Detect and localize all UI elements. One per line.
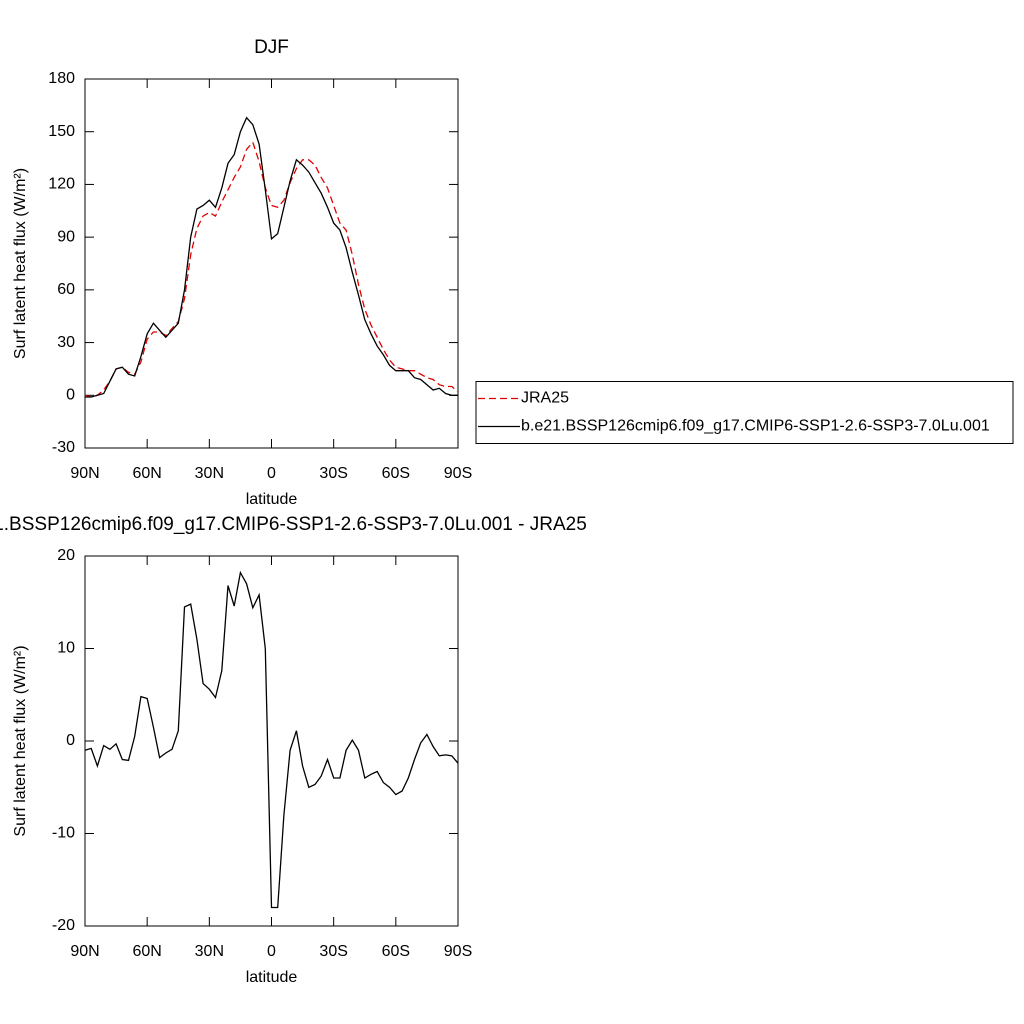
plot-frame <box>84 555 459 927</box>
data-line <box>85 116 458 398</box>
y-tick-label: 0 <box>66 387 75 404</box>
legend-label: b.e21.BSSP126cmip6.f09_g17.CMIP6-SSP1-2.… <box>521 418 990 435</box>
x-tick-label: 0 <box>267 943 276 960</box>
x-axis-label: latitude <box>246 491 298 508</box>
data-line <box>84 570 459 909</box>
x-tick-label: 0 <box>267 465 276 482</box>
x-tick-label: 30N <box>195 943 224 960</box>
x-tick-label: 60S <box>382 465 410 482</box>
x-tick-label: 30S <box>319 943 347 960</box>
x-tick-label: 60S <box>382 943 410 960</box>
x-tick-label: 90S <box>444 943 472 960</box>
x-tick-label: 30S <box>319 465 347 482</box>
y-tick-label: -10 <box>52 825 75 842</box>
y-tick-label: 60 <box>57 281 75 298</box>
y-tick-label: 180 <box>48 70 75 87</box>
y-tick-label: 10 <box>57 640 75 657</box>
y-tick-label: 0 <box>66 732 75 749</box>
y-tick-label: 90 <box>57 228 75 245</box>
x-tick-label: 90N <box>70 943 99 960</box>
x-tick-label: 90N <box>70 465 99 482</box>
chart-title: b.e21.BSSP126cmip6.f09_g17.CMIP6-SSP1-2.… <box>0 514 587 535</box>
y-tick-label: -30 <box>52 439 75 456</box>
x-tick-label: 30N <box>195 465 224 482</box>
y-tick-label: -20 <box>52 917 75 934</box>
legend-label: JRA25 <box>521 390 569 407</box>
x-tick-label: 60N <box>132 943 161 960</box>
y-tick-label: 120 <box>48 176 75 193</box>
x-tick-label: 90S <box>444 465 472 482</box>
y-axis-label: Surf latent heat flux (W/m²) <box>12 168 29 359</box>
legend-box <box>475 381 1014 444</box>
y-tick-label: 20 <box>57 547 75 564</box>
x-axis-label: latitude <box>246 969 298 986</box>
y-tick-label: 30 <box>57 334 75 351</box>
y-axis-label: Surf latent heat flux (W/m²) <box>12 645 29 836</box>
plot-frame <box>84 78 459 449</box>
x-tick-label: 60N <box>132 465 161 482</box>
chart-title: DJF <box>254 37 289 58</box>
data-line <box>84 141 459 398</box>
y-tick-label: 150 <box>48 123 75 140</box>
